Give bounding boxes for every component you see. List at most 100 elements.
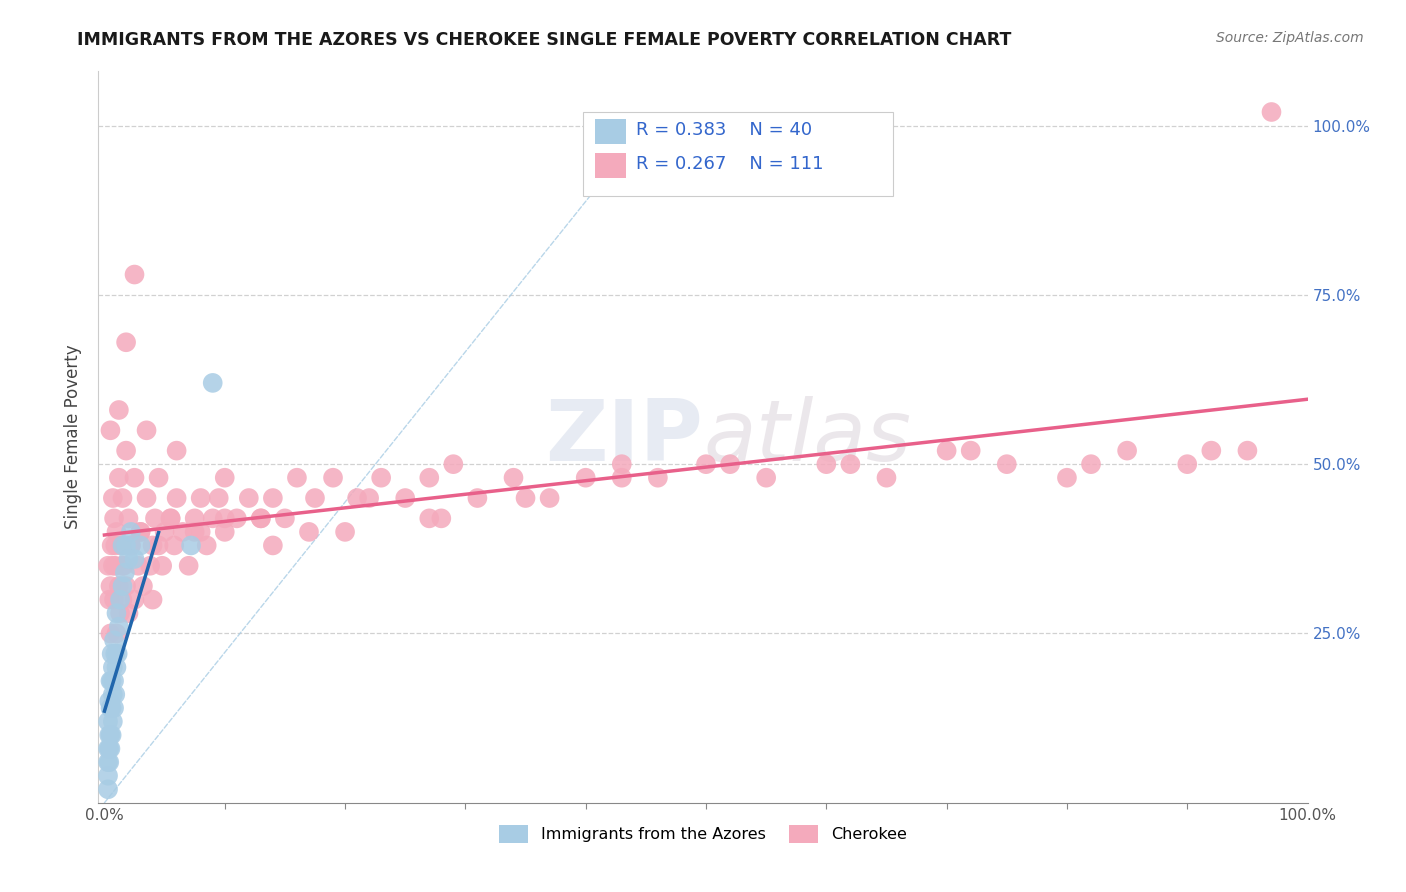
Point <box>755 471 778 485</box>
Point <box>101 714 124 729</box>
Point <box>104 558 127 573</box>
Point <box>172 524 194 539</box>
Point <box>183 524 205 539</box>
Point <box>112 558 135 573</box>
Point <box>467 491 489 505</box>
Point <box>142 538 165 552</box>
Text: ZIP: ZIP <box>546 395 703 479</box>
Point <box>502 471 524 485</box>
Point <box>129 524 152 539</box>
Text: R = 0.383    N = 40: R = 0.383 N = 40 <box>636 121 811 139</box>
Point <box>274 511 297 525</box>
Point <box>115 443 138 458</box>
Point <box>101 660 124 674</box>
Point <box>97 714 120 729</box>
Text: R = 0.267    N = 111: R = 0.267 N = 111 <box>636 155 823 173</box>
Point <box>110 538 132 552</box>
Point <box>183 511 205 525</box>
Point <box>346 491 368 505</box>
Point <box>180 538 202 552</box>
Point <box>117 606 139 620</box>
Point <box>135 491 157 505</box>
Point <box>304 491 326 505</box>
Y-axis label: Single Female Poverty: Single Female Poverty <box>65 345 83 529</box>
Point <box>262 538 284 552</box>
Point <box>153 524 176 539</box>
Point <box>333 524 356 539</box>
Point <box>575 471 598 485</box>
Point <box>114 566 136 580</box>
Point <box>135 423 157 437</box>
Text: atlas: atlas <box>703 395 911 479</box>
Point <box>104 647 127 661</box>
Point <box>103 511 125 525</box>
Point <box>108 403 131 417</box>
Point <box>120 538 142 552</box>
Point <box>104 538 127 552</box>
Point <box>610 457 633 471</box>
Point <box>148 538 170 552</box>
Point <box>1175 457 1198 471</box>
Point <box>108 592 131 607</box>
Point <box>111 592 134 607</box>
Text: Source: ZipAtlas.com: Source: ZipAtlas.com <box>1216 31 1364 45</box>
Point <box>100 647 122 661</box>
Point <box>195 538 218 552</box>
Point <box>359 491 381 505</box>
Point <box>935 443 957 458</box>
Point <box>159 511 181 525</box>
Point <box>875 471 897 485</box>
Point <box>214 511 236 525</box>
Point <box>124 592 146 607</box>
Point <box>250 511 273 525</box>
Point <box>103 633 125 648</box>
Point <box>101 491 124 505</box>
Point <box>695 457 717 471</box>
Point <box>115 579 138 593</box>
Point <box>127 558 149 573</box>
Point <box>250 511 273 525</box>
Point <box>132 579 155 593</box>
Point <box>100 741 122 756</box>
Point <box>150 558 173 573</box>
Text: IMMIGRANTS FROM THE AZORES VS CHEROKEE SINGLE FEMALE POVERTY CORRELATION CHART: IMMIGRANTS FROM THE AZORES VS CHEROKEE S… <box>77 31 1012 49</box>
Point <box>108 579 131 593</box>
Point <box>718 457 741 471</box>
Point <box>98 728 121 742</box>
Point <box>115 538 138 552</box>
Point <box>107 647 129 661</box>
Point <box>100 579 122 593</box>
Point <box>538 491 561 505</box>
Point <box>139 558 162 573</box>
Point <box>177 558 200 573</box>
Point <box>515 491 537 505</box>
Point <box>97 782 120 797</box>
Point <box>97 769 120 783</box>
Point <box>394 491 416 505</box>
Point <box>98 741 121 756</box>
Point <box>100 673 122 688</box>
Point <box>105 660 128 674</box>
Point <box>610 471 633 485</box>
Point <box>238 491 260 505</box>
Point <box>190 491 212 505</box>
Point <box>120 538 142 552</box>
Point <box>262 491 284 505</box>
Point <box>418 471 440 485</box>
Point <box>98 694 121 708</box>
Point <box>103 701 125 715</box>
Point <box>129 538 152 552</box>
Point <box>124 471 146 485</box>
Point <box>298 524 321 539</box>
Point <box>111 558 134 573</box>
Point <box>159 511 181 525</box>
Point <box>115 335 138 350</box>
Point <box>100 626 122 640</box>
Point <box>101 558 124 573</box>
Point <box>148 471 170 485</box>
Point <box>97 558 120 573</box>
Point <box>1116 443 1139 458</box>
Point <box>418 511 440 525</box>
Point <box>285 471 308 485</box>
Point <box>100 701 122 715</box>
